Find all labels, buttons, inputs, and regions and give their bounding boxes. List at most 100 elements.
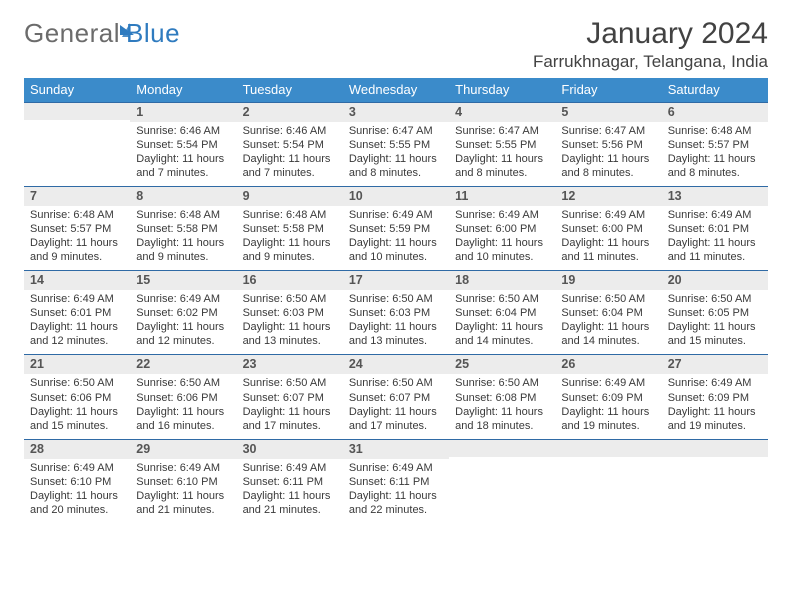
day-number: 21 [24,355,130,374]
daylight-text: Daylight: 11 hours and 15 minutes. [668,320,764,348]
day-cell: 6Sunrise: 6:48 AMSunset: 5:57 PMDaylight… [662,102,768,186]
sunset-text: Sunset: 6:04 PM [561,306,657,320]
day-number: 16 [237,271,343,290]
sunrise-text: Sunrise: 6:49 AM [561,376,657,390]
sunrise-text: Sunrise: 6:49 AM [30,461,126,475]
daylight-text: Daylight: 11 hours and 12 minutes. [136,320,232,348]
day-number: 30 [237,440,343,459]
daylight-text: Daylight: 11 hours and 13 minutes. [349,320,445,348]
sunset-text: Sunset: 6:11 PM [349,475,445,489]
sunrise-text: Sunrise: 6:50 AM [668,292,764,306]
brand-text-2: Blue [126,18,180,49]
sunrise-text: Sunrise: 6:46 AM [243,124,339,138]
sunset-text: Sunset: 6:00 PM [455,222,551,236]
day-cell: 26Sunrise: 6:49 AMSunset: 6:09 PMDayligh… [555,355,661,439]
dow-tuesday: Tuesday [237,78,343,103]
day-body: Sunrise: 6:50 AMSunset: 6:06 PMDaylight:… [130,374,236,438]
sunset-text: Sunset: 6:11 PM [243,475,339,489]
sunrise-text: Sunrise: 6:49 AM [668,376,764,390]
daylight-text: Daylight: 11 hours and 9 minutes. [136,236,232,264]
sunrise-text: Sunrise: 6:47 AM [561,124,657,138]
daylight-text: Daylight: 11 hours and 14 minutes. [561,320,657,348]
day-body: Sunrise: 6:47 AMSunset: 5:55 PMDaylight:… [449,122,555,186]
day-cell [449,439,555,523]
day-cell: 7Sunrise: 6:48 AMSunset: 5:57 PMDaylight… [24,186,130,270]
day-body: Sunrise: 6:48 AMSunset: 5:58 PMDaylight:… [130,206,236,270]
day-number: 19 [555,271,661,290]
day-number: 9 [237,187,343,206]
daylight-text: Daylight: 11 hours and 8 minutes. [668,152,764,180]
day-number: 27 [662,355,768,374]
day-number: 15 [130,271,236,290]
day-number: 10 [343,187,449,206]
dow-friday: Friday [555,78,661,103]
sunrise-text: Sunrise: 6:50 AM [455,292,551,306]
sunset-text: Sunset: 6:10 PM [136,475,232,489]
daylight-text: Daylight: 11 hours and 9 minutes. [30,236,126,264]
dow-sunday: Sunday [24,78,130,103]
sunset-text: Sunset: 6:00 PM [561,222,657,236]
day-body: Sunrise: 6:49 AMSunset: 6:01 PMDaylight:… [24,290,130,354]
day-number: 13 [662,187,768,206]
day-cell: 24Sunrise: 6:50 AMSunset: 6:07 PMDayligh… [343,355,449,439]
dow-saturday: Saturday [662,78,768,103]
day-cell: 11Sunrise: 6:49 AMSunset: 6:00 PMDayligh… [449,186,555,270]
day-cell: 22Sunrise: 6:50 AMSunset: 6:06 PMDayligh… [130,355,236,439]
day-cell: 3Sunrise: 6:47 AMSunset: 5:55 PMDaylight… [343,102,449,186]
daylight-text: Daylight: 11 hours and 21 minutes. [136,489,232,517]
day-cell: 8Sunrise: 6:48 AMSunset: 5:58 PMDaylight… [130,186,236,270]
sunset-text: Sunset: 6:01 PM [668,222,764,236]
sunrise-text: Sunrise: 6:48 AM [30,208,126,222]
day-body [449,457,555,511]
sunrise-text: Sunrise: 6:47 AM [349,124,445,138]
daylight-text: Daylight: 11 hours and 19 minutes. [561,405,657,433]
day-number: 11 [449,187,555,206]
day-body: Sunrise: 6:49 AMSunset: 6:02 PMDaylight:… [130,290,236,354]
sunrise-text: Sunrise: 6:48 AM [243,208,339,222]
sunrise-text: Sunrise: 6:50 AM [455,376,551,390]
day-number: 8 [130,187,236,206]
daylight-text: Daylight: 11 hours and 15 minutes. [30,405,126,433]
daylight-text: Daylight: 11 hours and 21 minutes. [243,489,339,517]
day-number [555,440,661,457]
day-body: Sunrise: 6:49 AMSunset: 6:09 PMDaylight:… [662,374,768,438]
day-body: Sunrise: 6:50 AMSunset: 6:03 PMDaylight:… [343,290,449,354]
daylight-text: Daylight: 11 hours and 8 minutes. [349,152,445,180]
daylight-text: Daylight: 11 hours and 11 minutes. [561,236,657,264]
dow-monday: Monday [130,78,236,103]
day-body: Sunrise: 6:49 AMSunset: 5:59 PMDaylight:… [343,206,449,270]
sunset-text: Sunset: 6:10 PM [30,475,126,489]
day-body: Sunrise: 6:50 AMSunset: 6:07 PMDaylight:… [343,374,449,438]
location-text: Farrukhnagar, Telangana, India [533,52,768,72]
daylight-text: Daylight: 11 hours and 14 minutes. [455,320,551,348]
day-body: Sunrise: 6:49 AMSunset: 6:00 PMDaylight:… [555,206,661,270]
sunset-text: Sunset: 5:58 PM [136,222,232,236]
daylight-text: Daylight: 11 hours and 9 minutes. [243,236,339,264]
day-cell: 25Sunrise: 6:50 AMSunset: 6:08 PMDayligh… [449,355,555,439]
day-body [24,120,130,174]
day-number: 4 [449,103,555,122]
week-row: 21Sunrise: 6:50 AMSunset: 6:06 PMDayligh… [24,355,768,439]
sunrise-text: Sunrise: 6:49 AM [136,292,232,306]
sunrise-text: Sunrise: 6:50 AM [349,376,445,390]
sunset-text: Sunset: 6:03 PM [243,306,339,320]
day-number: 31 [343,440,449,459]
sunrise-text: Sunrise: 6:49 AM [30,292,126,306]
sunset-text: Sunset: 6:06 PM [136,391,232,405]
day-cell: 19Sunrise: 6:50 AMSunset: 6:04 PMDayligh… [555,271,661,355]
sunset-text: Sunset: 5:57 PM [30,222,126,236]
daylight-text: Daylight: 11 hours and 19 minutes. [668,405,764,433]
day-body: Sunrise: 6:50 AMSunset: 6:08 PMDaylight:… [449,374,555,438]
sunrise-text: Sunrise: 6:49 AM [349,208,445,222]
day-body: Sunrise: 6:46 AMSunset: 5:54 PMDaylight:… [237,122,343,186]
daylight-text: Daylight: 11 hours and 10 minutes. [455,236,551,264]
day-body: Sunrise: 6:49 AMSunset: 6:10 PMDaylight:… [24,459,130,523]
sunset-text: Sunset: 6:08 PM [455,391,551,405]
sunrise-text: Sunrise: 6:48 AM [668,124,764,138]
sunrise-text: Sunrise: 6:46 AM [136,124,232,138]
brand-logo: General Blue [24,18,180,49]
day-number: 1 [130,103,236,122]
sunset-text: Sunset: 5:55 PM [455,138,551,152]
day-number: 23 [237,355,343,374]
calendar-table: Sunday Monday Tuesday Wednesday Thursday… [24,78,768,524]
